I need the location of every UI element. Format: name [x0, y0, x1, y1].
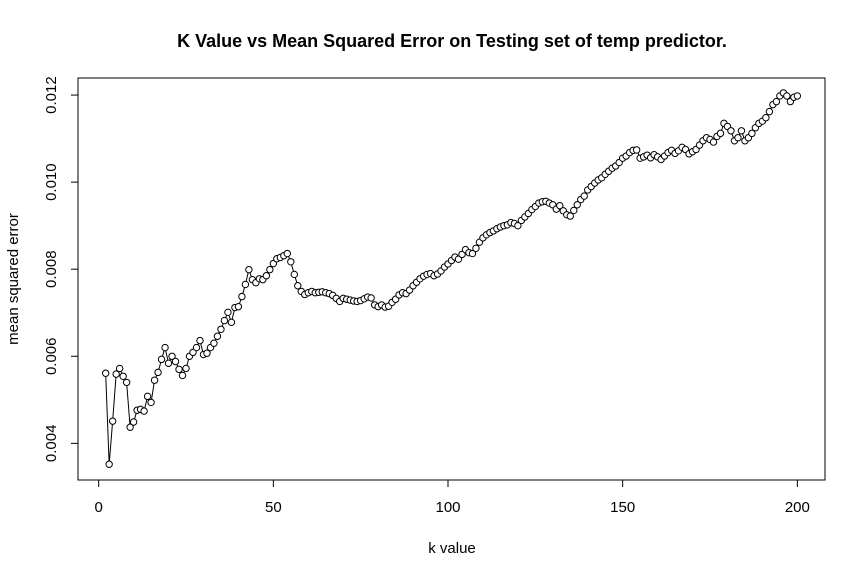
data-point — [734, 134, 742, 142]
y-axis-title: mean squared error — [5, 213, 22, 345]
data-point — [126, 423, 134, 431]
data-point — [772, 97, 781, 106]
data-point — [227, 318, 236, 327]
x-tick-label: 0 — [95, 499, 103, 516]
data-point — [238, 292, 246, 301]
data-point — [234, 302, 243, 311]
data-point — [245, 265, 253, 274]
data-point — [573, 201, 581, 209]
data-point — [189, 348, 197, 357]
data-point — [514, 221, 522, 230]
data-point — [566, 212, 574, 220]
data-point — [290, 270, 299, 279]
data-point — [287, 258, 295, 266]
data-point — [716, 129, 725, 138]
data-point — [164, 359, 173, 367]
data-point — [262, 272, 271, 280]
x-axis-title: k value — [428, 540, 476, 557]
y-tick-label: 0.006 — [43, 338, 60, 376]
data-point — [748, 129, 756, 138]
data-point — [220, 316, 229, 325]
data-point — [147, 398, 155, 407]
data-point — [224, 308, 232, 317]
y-tick-label: 0.012 — [43, 76, 60, 114]
data-point — [182, 364, 190, 373]
data-point — [709, 138, 718, 146]
data-point — [266, 265, 274, 274]
data-point — [556, 201, 564, 210]
y-tick-label: 0.004 — [43, 425, 60, 463]
chart-title: K Value vs Mean Squared Error on Testing… — [177, 31, 727, 51]
x-tick-label: 50 — [265, 499, 282, 516]
plot-frame — [77, 77, 826, 481]
data-point — [122, 378, 131, 387]
data-point — [143, 392, 152, 401]
data-point — [283, 249, 292, 258]
data-point — [178, 371, 187, 380]
data-point — [472, 244, 480, 253]
data-point — [161, 343, 169, 352]
data-point — [129, 418, 138, 426]
data-point — [793, 92, 802, 100]
data-point — [294, 282, 302, 290]
data-point — [783, 92, 791, 100]
x-tick-label: 150 — [610, 499, 635, 516]
data-point — [157, 355, 166, 364]
x-tick-label: 100 — [435, 499, 460, 516]
data-point — [570, 206, 578, 215]
data-point — [765, 107, 774, 116]
data-point — [119, 372, 127, 381]
data-point — [241, 280, 250, 289]
data-point — [632, 146, 641, 154]
data-point — [580, 192, 588, 200]
data-point — [367, 294, 375, 302]
data-point — [105, 460, 113, 468]
data-point — [168, 352, 176, 360]
data-point — [112, 370, 120, 378]
data-point — [115, 364, 124, 373]
data-point — [101, 369, 110, 377]
data-point — [150, 376, 159, 384]
data-point — [210, 339, 218, 347]
y-tick-label: 0.010 — [43, 163, 60, 201]
data-point — [737, 127, 746, 135]
data-point — [468, 249, 477, 258]
data-point — [154, 368, 162, 377]
data-point — [108, 417, 117, 425]
data-point — [196, 336, 204, 345]
data-point — [192, 343, 201, 352]
y-tick-label: 0.008 — [43, 250, 60, 288]
x-tick-label: 200 — [785, 499, 810, 516]
data-point — [454, 255, 463, 263]
data-point — [269, 259, 278, 268]
data-point — [171, 357, 180, 366]
data-point — [458, 250, 466, 259]
data-point — [213, 332, 222, 340]
data-point — [727, 127, 735, 135]
data-point — [175, 365, 183, 374]
data-point — [203, 349, 211, 357]
data-point — [217, 325, 225, 333]
data-point — [140, 407, 148, 415]
data-point — [762, 114, 770, 122]
